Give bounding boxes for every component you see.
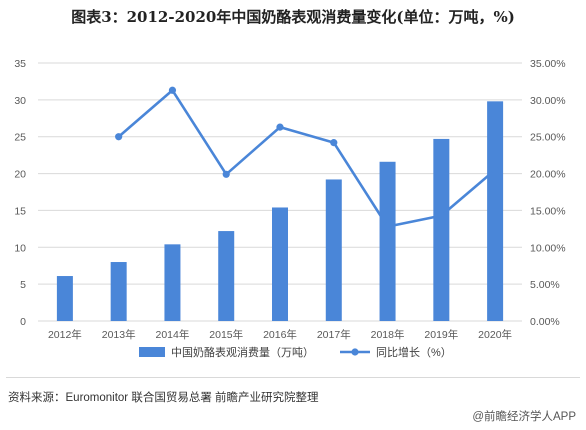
bar-series [56,101,504,322]
growth-point [437,211,445,220]
left-tick-label: 35 [14,58,26,70]
right-tick-label: 30.00% [530,95,566,107]
growth-point [276,123,284,131]
left-tick-label: 0 [20,316,26,328]
right-tick-label: 10.00% [530,242,566,254]
x-axis: 2012年 2013年 2014年 2015年 2016年 2017年 2018年 2019年… [48,328,512,341]
left-axis: 0 5 10 15 20 25 30 35 [14,58,26,328]
left-tick-label: 10 [14,242,26,254]
source-note: 资料来源：Euromonitor 联合国贸易总署 前瞻产业研究院整理 [8,392,319,404]
right-tick-label: 15.00% [530,205,566,217]
right-axis: 0.00% 5.00% 10.00% 15.00% 20.00% 25.00% 30.00%… [530,58,566,328]
growth-point [330,139,338,147]
x-tick-label: 2019年 [424,328,458,341]
left-tick-label: 5 [20,279,26,291]
bar [218,231,235,321]
left-tick-label: 20 [14,169,26,181]
bar [379,161,396,321]
left-tick-label: 15 [14,205,26,217]
left-tick-label: 30 [14,95,26,107]
growth-point [222,170,230,178]
bar [433,138,450,321]
right-tick-label: 35.00% [530,58,566,70]
x-tick-label: 2012年 [48,328,82,341]
footer-divider [6,377,580,378]
brand-label: @前瞻经济学人APP [472,411,576,423]
line-series [115,86,499,231]
growth-point [491,166,499,174]
bar [325,179,342,321]
growth-point [168,86,177,94]
x-tick-label: 2013年 [102,328,136,341]
growth-point [383,223,392,231]
growth-line [117,88,496,228]
right-tick-label: 20.00% [530,169,566,181]
chart-canvas: 0 5 10 15 20 25 30 35 0.00% 5.00% 10.00% 15.00% 20.… [14,58,566,359]
bar [110,262,127,321]
right-tick-label: 25.00% [530,132,566,144]
bar [272,207,288,321]
legend-line-label: 同比增长（%） [376,345,452,359]
bar [164,244,181,321]
chart-title: 图表3：2012-2020年中国奶酪表观消费量变化(单位：万吨，%) [71,8,515,26]
legend-line-marker [351,348,359,356]
bar [487,101,504,322]
bar [56,276,73,321]
x-tick-label: 2016年 [263,328,297,341]
x-tick-label: 2014年 [156,328,190,341]
x-tick-label: 2018年 [371,328,405,341]
right-tick-label: 5.00% [530,279,560,291]
growth-point [115,133,123,141]
x-tick-label: 2017年 [317,328,351,341]
x-tick-label: 2015年 [209,328,243,341]
legend-bar-label: 中国奶酪表观消费量（万吨） [171,345,314,359]
legend: 中国奶酪表观消费量（万吨） 同比增长（%） [139,345,452,359]
x-tick-label: 2020年 [478,328,512,341]
legend-bar-swatch [139,347,165,357]
left-tick-label: 25 [14,132,26,144]
right-tick-label: 0.00% [530,316,560,328]
